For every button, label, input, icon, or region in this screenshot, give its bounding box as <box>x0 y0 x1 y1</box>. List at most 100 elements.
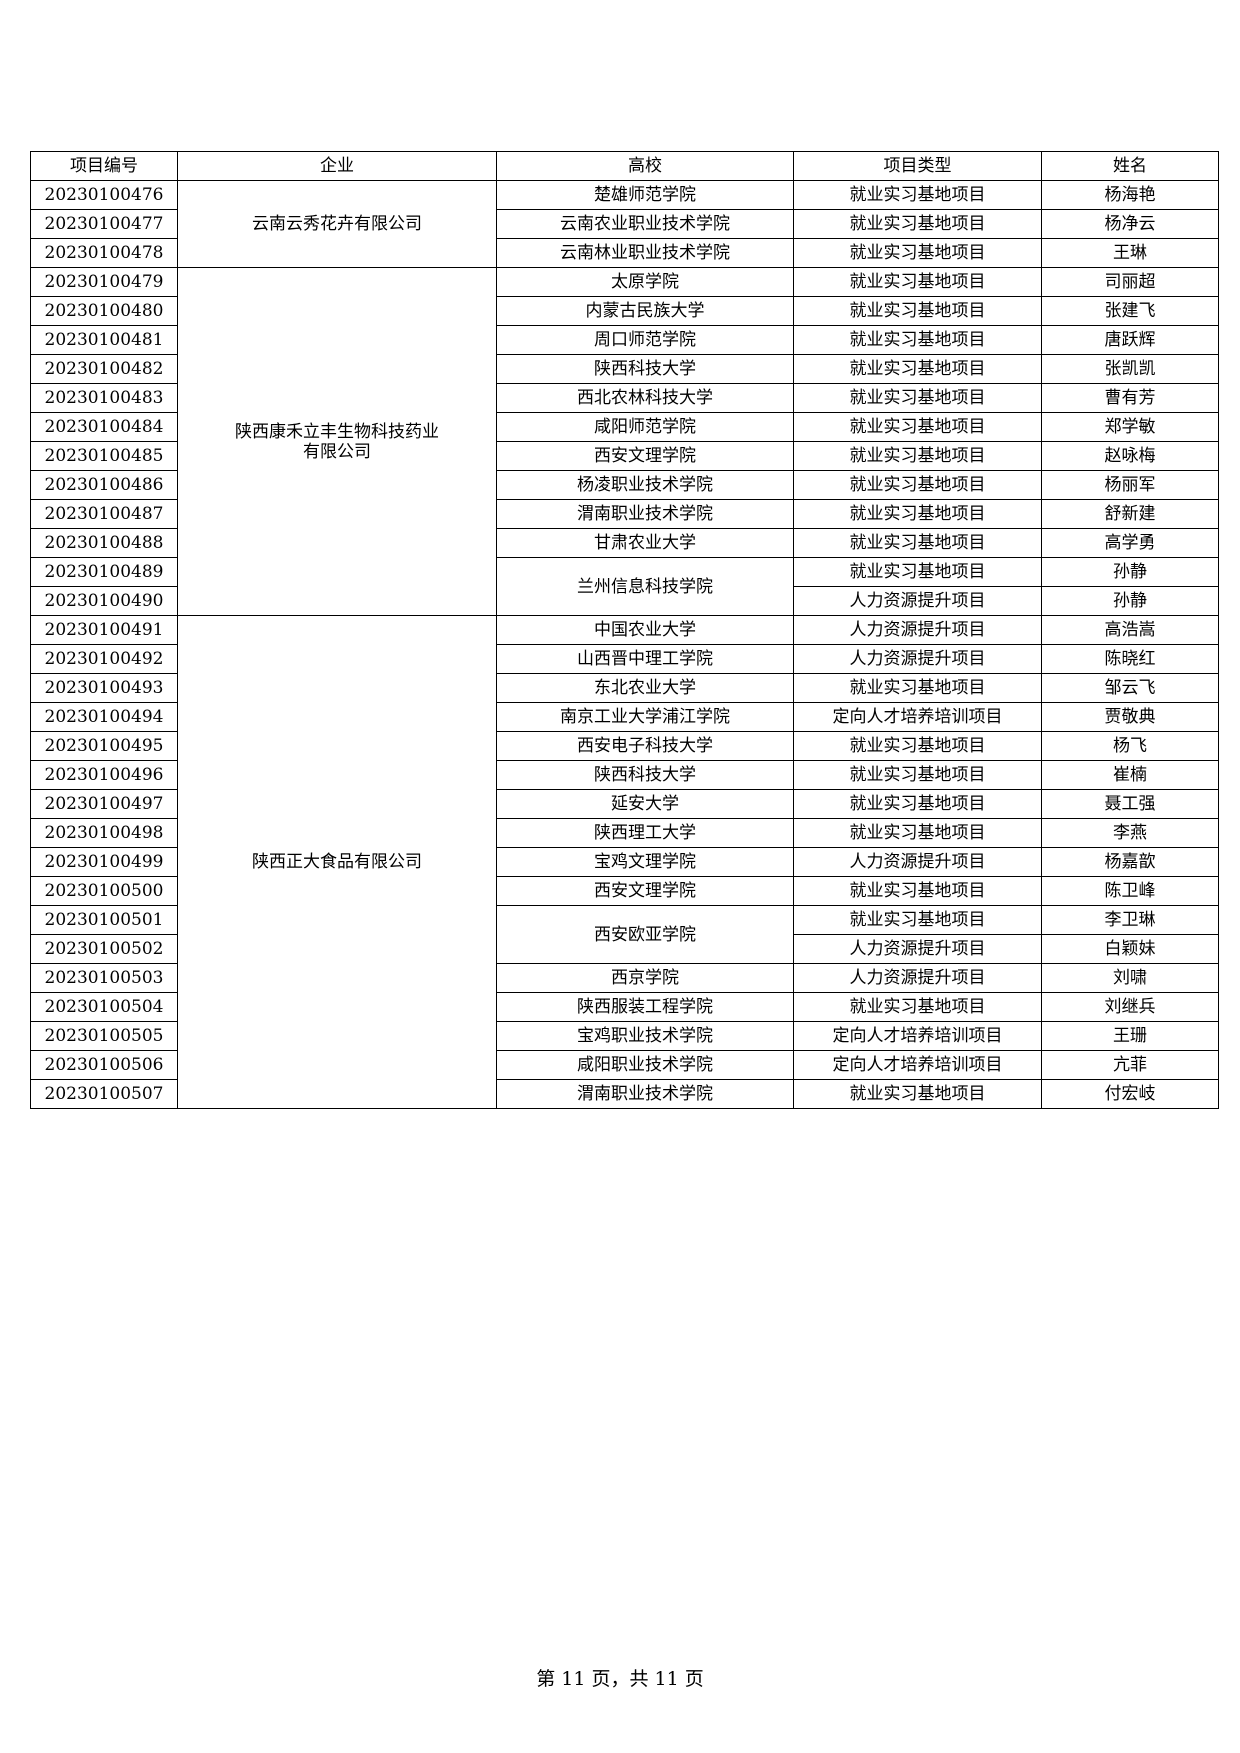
name-cell: 陈晓红 <box>1041 644 1219 674</box>
name-cell: 舒新建 <box>1041 499 1219 529</box>
name-cell: 孙静 <box>1041 586 1219 616</box>
school-cell: 杨凌职业技术学院 <box>496 470 794 500</box>
school-cell: 宝鸡职业技术学院 <box>496 1021 794 1051</box>
project-type-cell: 就业实习基地项目 <box>793 209 1042 239</box>
page-number: 第 11 页，共 11 页 <box>536 1668 704 1690</box>
project-type-cell: 就业实习基地项目 <box>793 905 1042 935</box>
table-row: 20230100488 甘肃农业大学 就业实习基地项目 高学勇 <box>30 528 1219 558</box>
table-row: 20230100505 宝鸡职业技术学院 定向人才培养培训项目 王珊 <box>30 1021 1219 1051</box>
school-cell: 甘肃农业大学 <box>496 528 794 558</box>
name-cell: 白颖妹 <box>1041 934 1219 964</box>
name-cell: 杨丽军 <box>1041 470 1219 500</box>
project-id-cell: 20230100481 <box>30 325 178 355</box>
project-id-cell: 20230100507 <box>30 1079 178 1109</box>
project-type-cell: 就业实习基地项目 <box>793 1079 1042 1109</box>
project-type-cell: 人力资源提升项目 <box>793 934 1042 964</box>
table-row: 20230100492 山西晋中理工学院 人力资源提升项目 陈晓红 <box>30 644 1219 674</box>
project-id-cell: 20230100488 <box>30 528 178 558</box>
name-cell: 聂工强 <box>1041 789 1219 819</box>
project-id-cell: 20230100499 <box>30 847 178 877</box>
school-cell: 西安文理学院 <box>496 441 794 471</box>
table-row: 20230100480 内蒙古民族大学 就业实习基地项目 张建飞 <box>30 296 1219 326</box>
table-row: 20230100484 咸阳师范学院 就业实习基地项目 郑学敏 <box>30 412 1219 442</box>
project-id-cell: 20230100484 <box>30 412 178 442</box>
project-id-cell: 20230100504 <box>30 992 178 1022</box>
table-row: 20230100481 周口师范学院 就业实习基地项目 唐跃辉 <box>30 325 1219 355</box>
project-type-cell: 就业实习基地项目 <box>793 470 1042 500</box>
project-type-cell: 就业实习基地项目 <box>793 325 1042 355</box>
project-id-cell: 20230100476 <box>30 180 178 210</box>
school-cell: 陕西理工大学 <box>496 818 794 848</box>
table-row: 20230100507 渭南职业技术学院 就业实习基地项目 付宏岐 <box>30 1079 1219 1109</box>
name-cell: 王琳 <box>1041 238 1219 268</box>
project-type-cell: 人力资源提升项目 <box>793 586 1042 616</box>
table-row: 20230100490 人力资源提升项目 孙静 <box>30 586 1219 616</box>
project-id-cell: 20230100500 <box>30 876 178 906</box>
name-cell: 杨飞 <box>1041 731 1219 761</box>
table-row: 20230100479 陕西康禾立丰生物科技药业有限公司 太原学院 就业实习基地项目司… <box>30 267 1219 616</box>
table-row: 20230100483 西北农林科技大学 就业实习基地项目 曹有芳 <box>30 383 1219 413</box>
school-cell: 楚雄师范学院 <box>496 180 794 210</box>
school-cell: 陕西服装工程学院 <box>496 992 794 1022</box>
table-row: 20230100482 陕西科技大学 就业实习基地项目 张凯凯 <box>30 354 1219 384</box>
project-type-cell: 就业实习基地项目 <box>793 441 1042 471</box>
project-id-cell: 20230100485 <box>30 441 178 471</box>
name-cell: 陈卫峰 <box>1041 876 1219 906</box>
table-row: 20230100495 西安电子科技大学 就业实习基地项目 杨飞 <box>30 731 1219 761</box>
name-cell: 亢菲 <box>1041 1050 1219 1080</box>
table-row: 20230100502 人力资源提升项目 白颖妹 <box>30 934 1219 964</box>
name-cell: 李燕 <box>1041 818 1219 848</box>
table-row: 20230100500 西安文理学院 就业实习基地项目 陈卫峰 <box>30 876 1219 906</box>
school-cell: 延安大学 <box>496 789 794 819</box>
table-row: 20230100503 西京学院 人力资源提升项目 刘啸 <box>30 963 1219 993</box>
project-type-cell: 定向人才培养培训项目 <box>793 1021 1042 1051</box>
table-header-row: 项目编号 企业 高校 项目类型 姓名 <box>30 151 1219 181</box>
school-cell: 云南农业职业技术学院 <box>496 209 794 239</box>
project-id-cell: 20230100505 <box>30 1021 178 1051</box>
project-id-cell: 20230100495 <box>30 731 178 761</box>
project-table: 项目编号 企业 高校 项目类型 姓名 20230100476 云南云秀花卉有限公司… <box>30 151 1219 1109</box>
table-row: 20230100476 云南云秀花卉有限公司 楚雄师范学院 就业实习基地项目 杨海艳 <box>30 180 1219 268</box>
project-type-cell: 就业实习基地项目 <box>793 992 1042 1022</box>
table-row: 20230100485 西安文理学院 就业实习基地项目 赵咏梅 <box>30 441 1219 471</box>
school-cell: 南京工业大学浦江学院 <box>496 702 794 732</box>
project-type-cell: 就业实习基地项目 <box>793 180 1042 210</box>
school-cell: 西北农林科技大学 <box>496 383 794 413</box>
project-id-cell: 20230100493 <box>30 673 178 703</box>
name-cell: 曹有芳 <box>1041 383 1219 413</box>
project-type-cell: 人力资源提升项目 <box>793 644 1042 674</box>
project-id-cell: 20230100496 <box>30 760 178 790</box>
project-type-cell: 定向人才培养培训项目 <box>793 702 1042 732</box>
project-id-cell: 20230100503 <box>30 963 178 993</box>
project-type-cell: 就业实习基地项目 <box>793 557 1042 587</box>
name-cell: 杨净云 <box>1041 209 1219 239</box>
name-cell: 崔楠 <box>1041 760 1219 790</box>
school-cell: 东北农业大学 <box>496 673 794 703</box>
school-cell: 宝鸡文理学院 <box>496 847 794 877</box>
name-cell: 张建飞 <box>1041 296 1219 326</box>
school-cell: 陕西科技大学 <box>496 354 794 384</box>
table-row: 20230100477 云南农业职业技术学院 就业实习基地项目 杨净云 <box>30 209 1219 239</box>
school-cell: 西安电子科技大学 <box>496 731 794 761</box>
table-row: 20230100506 咸阳职业技术学院 定向人才培养培训项目 亢菲 <box>30 1050 1219 1080</box>
project-type-cell: 就业实习基地项目 <box>793 876 1042 906</box>
school-cell: 周口师范学院 <box>496 325 794 355</box>
enterprise-cell: 陕西正大食品有限公司 <box>177 615 497 1109</box>
project-type-cell: 就业实习基地项目 <box>793 354 1042 384</box>
school-cell: 太原学院 <box>496 267 794 297</box>
school-cell: 陕西科技大学 <box>496 760 794 790</box>
table-row: 20230100499 宝鸡文理学院 人力资源提升项目 杨嘉歆 <box>30 847 1219 877</box>
project-id-cell: 20230100497 <box>30 789 178 819</box>
project-type-cell: 就业实习基地项目 <box>793 499 1042 529</box>
school-cell: 咸阳职业技术学院 <box>496 1050 794 1080</box>
project-id-cell: 20230100490 <box>30 586 178 616</box>
name-cell: 杨海艳 <box>1041 180 1219 210</box>
name-cell: 赵咏梅 <box>1041 441 1219 471</box>
name-cell: 贾敬典 <box>1041 702 1219 732</box>
project-type-cell: 就业实习基地项目 <box>793 731 1042 761</box>
project-id-cell: 20230100480 <box>30 296 178 326</box>
table-row: 20230100489 兰州信息科技学院 就业实习基地项目 孙静 <box>30 557 1219 616</box>
school-cell: 咸阳师范学院 <box>496 412 794 442</box>
name-cell: 杨嘉歆 <box>1041 847 1219 877</box>
name-cell: 张凯凯 <box>1041 354 1219 384</box>
